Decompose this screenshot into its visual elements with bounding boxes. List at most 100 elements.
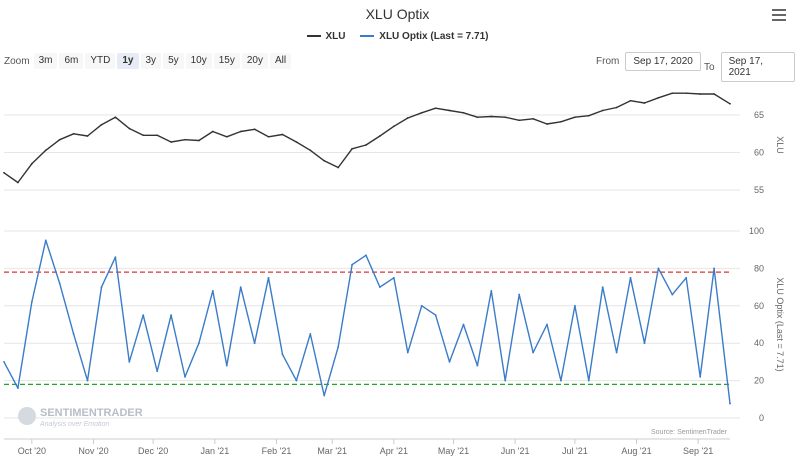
data-point [379,135,381,137]
data-point [462,111,465,114]
data-point [462,323,465,326]
data-point [546,123,548,125]
chart-title: XLU Optix [365,6,430,22]
data-point [100,286,103,288]
zoom-button-15y[interactable]: 15y [213,53,240,69]
data-point [518,119,521,122]
data-point [643,102,646,104]
data-point [490,289,493,292]
y-tick-label: 55 [754,185,764,195]
data-point [58,138,61,141]
data-point [323,394,326,397]
x-tick-label: Sep '21 [683,446,713,456]
x-tick-label: Apr '21 [380,446,408,456]
zoom-button-10y[interactable]: 10y [185,53,212,69]
data-point [406,351,409,354]
x-tick-label: Dec '20 [138,446,168,456]
range-from-input[interactable]: Sep 17, 2020 [625,52,701,71]
data-point [58,282,61,285]
data-point [392,276,395,279]
x-tick-label: Jan '21 [200,446,229,456]
data-point [198,139,200,142]
series-line [3,92,731,184]
data-point [142,314,145,317]
data-point [699,375,702,378]
y-tick-label: 0 [759,413,764,423]
data-point [365,254,367,257]
data-point [476,116,479,119]
data-point [643,342,646,345]
data-point [100,123,103,126]
hamburger-menu-icon[interactable] [772,9,786,24]
x-tick-label: Jun '21 [501,446,530,456]
data-point [448,109,451,112]
data-point [671,293,674,296]
zoom-button-1y[interactable]: 1y [117,53,139,69]
data-point [309,149,312,152]
data-point [211,130,214,133]
zoom-label: Zoom [4,55,30,67]
data-point [30,301,33,303]
data-point [142,134,145,137]
data-point [601,109,604,112]
range-to-input[interactable]: Sep 17, 2021 [720,52,795,82]
data-point [128,361,131,363]
y-axis-title: XLU [775,136,785,154]
data-point [729,402,731,405]
data-point [699,93,702,95]
x-tick-label: Oct '20 [18,446,46,456]
data-point [532,351,534,354]
data-point [629,99,632,102]
data-point [156,370,159,373]
range-to-label: To [704,61,715,73]
legend-swatch-optix [360,35,375,37]
data-point [239,286,242,288]
data-point [114,256,117,259]
data-point [225,364,228,367]
data-point [615,351,618,354]
data-point [560,379,562,382]
data-point [420,304,423,307]
data-point [671,92,674,95]
data-point [713,93,715,95]
data-point [601,286,604,288]
zoom-button-all[interactable]: All [270,53,292,69]
data-point [198,342,200,345]
zoom-button-5y[interactable]: 5y [163,53,184,69]
zoom-button-20y[interactable]: 20y [241,53,268,69]
zoom-button-3y[interactable]: 3y [140,53,162,69]
data-point [253,128,256,131]
y-tick-label: 40 [754,338,764,348]
data-point [86,135,89,137]
data-point [351,263,353,266]
data-point [685,92,688,95]
y-tick-label: 60 [754,301,764,311]
data-point [518,293,521,296]
data-point [281,353,284,356]
data-point [239,130,242,133]
data-point [3,171,5,174]
data-point [128,127,131,130]
data-point [184,375,186,378]
zoom-button-6m[interactable]: 6m [59,53,84,69]
watermark-logo-icon [18,407,36,425]
data-point [253,342,256,345]
data-point [406,117,409,119]
x-tick-label: Mar '21 [317,446,347,456]
data-point [267,276,270,279]
watermark-name: SENTIMENTRADER [40,407,143,419]
data-point [114,116,117,119]
x-tick-label: May '21 [438,446,469,456]
zoom-button-ytd[interactable]: YTD [85,53,116,69]
data-point [434,314,437,317]
data-point [573,116,576,119]
data-point [30,162,33,165]
zoom-button-3m[interactable]: 3m [33,53,58,69]
watermark-tagline: Analysis over Emotion [39,421,109,428]
data-point [546,323,548,326]
data-point [476,364,479,367]
legend-item-optix[interactable]: XLU Optix (Last = 7.71) [360,31,488,42]
legend-item-xlu[interactable]: XLU [306,31,346,42]
legend: XLU XLU Optix (Last = 7.71) [0,29,795,42]
